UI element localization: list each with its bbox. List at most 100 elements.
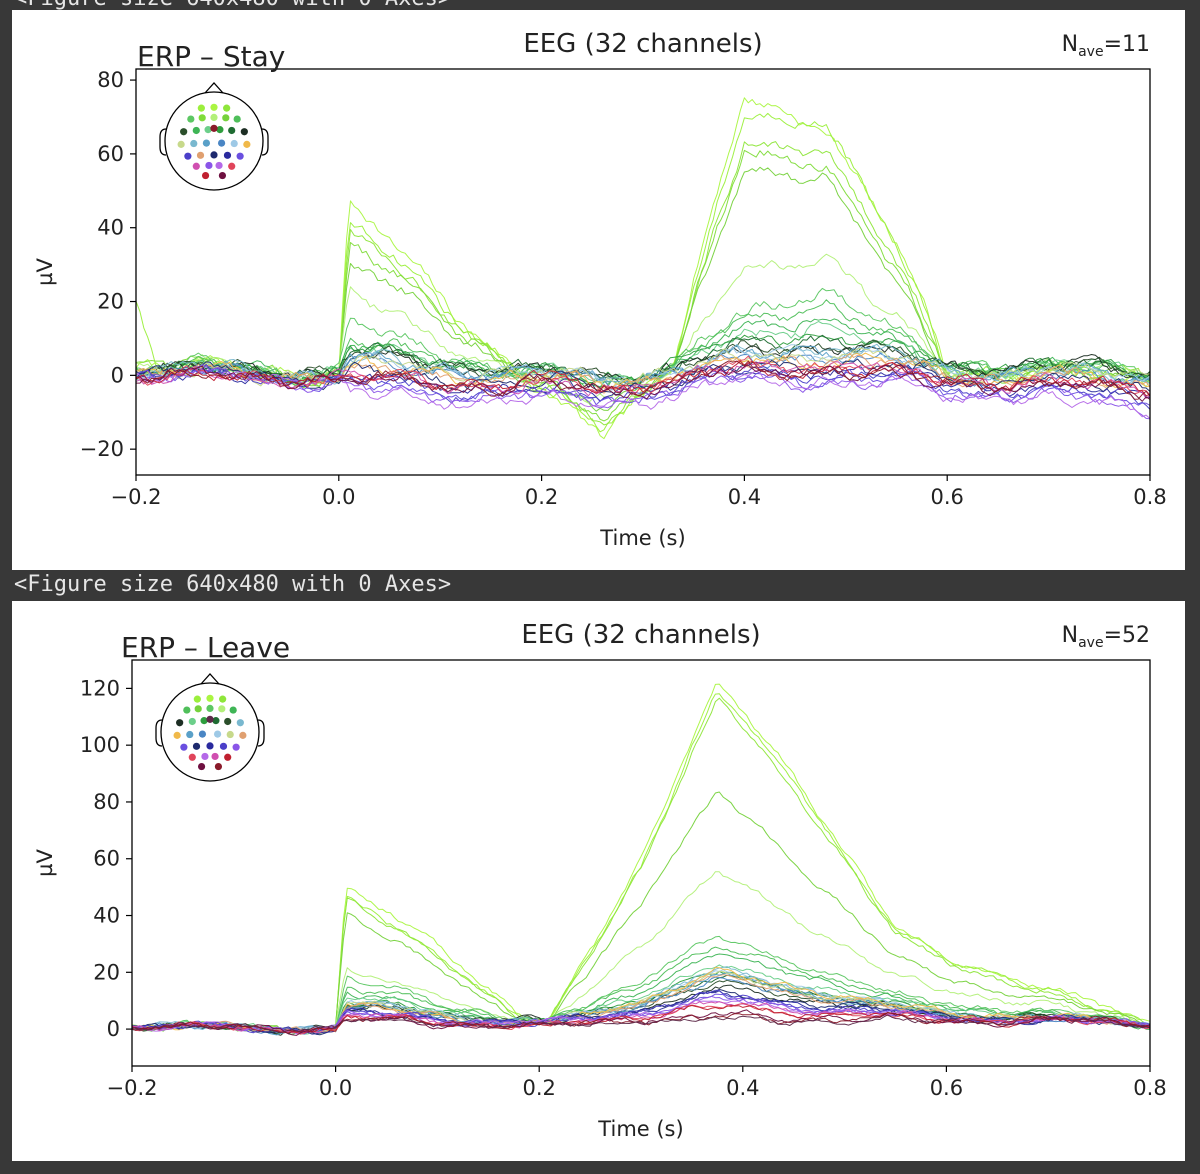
x-axis-label: Time (s) — [597, 1117, 683, 1141]
sensor-dot — [201, 171, 210, 180]
x-tick-label: 0.4 — [728, 485, 761, 509]
y-axis-label: µV — [33, 849, 57, 877]
erp-stay-figure: −0.2 0.0 0.2 0.4 0.6 0.8 −20 0 20 40 60 80 Time (s) µ… — [12, 10, 1185, 570]
x-tick-label: 0.0 — [322, 485, 355, 509]
sensor-dot — [240, 128, 248, 136]
chart-svg: −0.2 0.0 0.2 0.4 0.6 0.8 0 20 40 60 80 100 120 Time (… — [33, 620, 1167, 1141]
x-tick-label: 0.8 — [1133, 485, 1166, 509]
sensor-dot — [239, 731, 247, 739]
y-tick-label: 0 — [107, 1017, 120, 1041]
x-tick-label: 0.0 — [319, 1076, 352, 1100]
sensor-dot — [188, 717, 196, 726]
y-axis-label: µV — [33, 258, 57, 286]
erp-leave-figure: −0.2 0.0 0.2 0.4 0.6 0.8 0 20 40 60 80 100 120 Time (… — [12, 601, 1185, 1161]
sensor-dot — [197, 104, 205, 112]
channel-trace — [132, 1014, 1150, 1033]
sensor-dot — [180, 128, 188, 136]
sensor-dot — [236, 152, 244, 160]
channel-trace — [132, 1002, 1150, 1035]
sensor-dot — [228, 162, 236, 170]
nave-annotation: Nave=11 — [1062, 32, 1150, 60]
sensor-dot — [196, 151, 205, 159]
y-tick-label: −20 — [80, 437, 124, 461]
x-axis-label: Time (s) — [599, 526, 685, 550]
sensor-dot — [217, 139, 226, 147]
x-tick-label: −0.2 — [107, 1076, 158, 1100]
sensor-dot — [206, 742, 214, 750]
x-tick-label: 0.4 — [726, 1076, 759, 1100]
x-tick-label: 0.6 — [930, 485, 963, 509]
output-line: <Figure size 640x480 with 0 Axes> — [14, 572, 452, 597]
sensor-dot — [194, 705, 202, 713]
sensor-dot — [176, 719, 184, 727]
sensor-dot — [224, 717, 232, 726]
sensor-dot — [206, 694, 214, 702]
axes-title: EEG (32 channels) — [523, 29, 762, 59]
channel-trace — [132, 693, 1150, 1033]
x-tick-label: 0.8 — [1133, 1076, 1166, 1100]
figure-suptitle: ERP – Stay — [137, 40, 285, 73]
channel-trace — [132, 683, 1150, 1035]
y-tick-label: 40 — [93, 904, 120, 928]
sensor-dot — [173, 731, 181, 739]
sensor-dot — [216, 126, 224, 134]
sensor-dot — [187, 115, 195, 123]
sensor-dot — [200, 717, 208, 725]
sensor-dot — [198, 114, 206, 122]
sensor-dot — [180, 743, 188, 751]
sensor-dot — [223, 151, 232, 159]
sensor-layout-inset — [159, 82, 269, 191]
sensor-dot — [197, 762, 206, 771]
figure-suptitle: ERP – Leave — [121, 631, 290, 664]
sensor-dot — [219, 742, 228, 750]
axes-frame — [131, 659, 1151, 1067]
sensor-dot — [210, 103, 218, 111]
sensor-dot — [232, 743, 240, 751]
channel-trace — [136, 347, 1150, 387]
y-tick-label: 20 — [93, 960, 120, 984]
y-tick-label: 80 — [97, 68, 124, 92]
y-tick-label: 60 — [97, 142, 124, 166]
sensor-dot — [230, 139, 238, 148]
output-line: <Figure size 640x480 with 0 Axes> — [14, 0, 451, 11]
channel-trace — [136, 352, 1150, 394]
sensor-dot — [177, 140, 185, 148]
sensor-dot — [233, 115, 241, 123]
sensor-layout-inset — [155, 673, 265, 782]
x-tick-label: 0.2 — [525, 485, 558, 509]
y-tick-label: 20 — [97, 290, 124, 314]
channel-trace — [132, 989, 1150, 1034]
sensor-dot — [210, 151, 218, 159]
channel-trace — [132, 972, 1150, 1036]
sensor-dot — [192, 126, 200, 135]
sensor-dot — [193, 695, 201, 703]
sensor-dot — [188, 753, 196, 761]
sensor-dot — [214, 762, 223, 771]
sensor-dot — [219, 695, 227, 703]
sensor-dot — [224, 753, 232, 761]
channel-trace — [136, 360, 1150, 400]
sensor-dot — [213, 730, 222, 738]
sensor-dot — [190, 139, 198, 148]
y-tick-label: 0 — [111, 363, 124, 387]
sensor-dot — [218, 171, 227, 180]
x-tick-label: 0.2 — [522, 1076, 555, 1100]
chart-svg: −0.2 0.0 0.2 0.4 0.6 0.8 −20 0 20 40 60 80 Time (s) µ… — [33, 29, 1167, 550]
sensor-dot — [192, 162, 200, 170]
sensor-dot — [206, 715, 214, 723]
x-tick-label: −0.2 — [111, 485, 162, 509]
x-tick-label: 0.6 — [930, 1076, 963, 1100]
sensor-dot — [229, 706, 237, 714]
sensor-dot — [210, 124, 218, 132]
sensor-dot — [222, 114, 230, 122]
channel-trace — [132, 1012, 1150, 1034]
sensor-dot — [183, 706, 191, 714]
channel-trace — [136, 364, 1150, 420]
sensor-dot — [206, 704, 214, 713]
sensor-dot — [243, 140, 251, 148]
channel-trace — [136, 355, 1150, 396]
sensor-dot — [210, 113, 218, 122]
sensor-dot — [198, 730, 207, 738]
sensor-dot — [226, 730, 234, 739]
sensor-dot — [228, 126, 236, 135]
